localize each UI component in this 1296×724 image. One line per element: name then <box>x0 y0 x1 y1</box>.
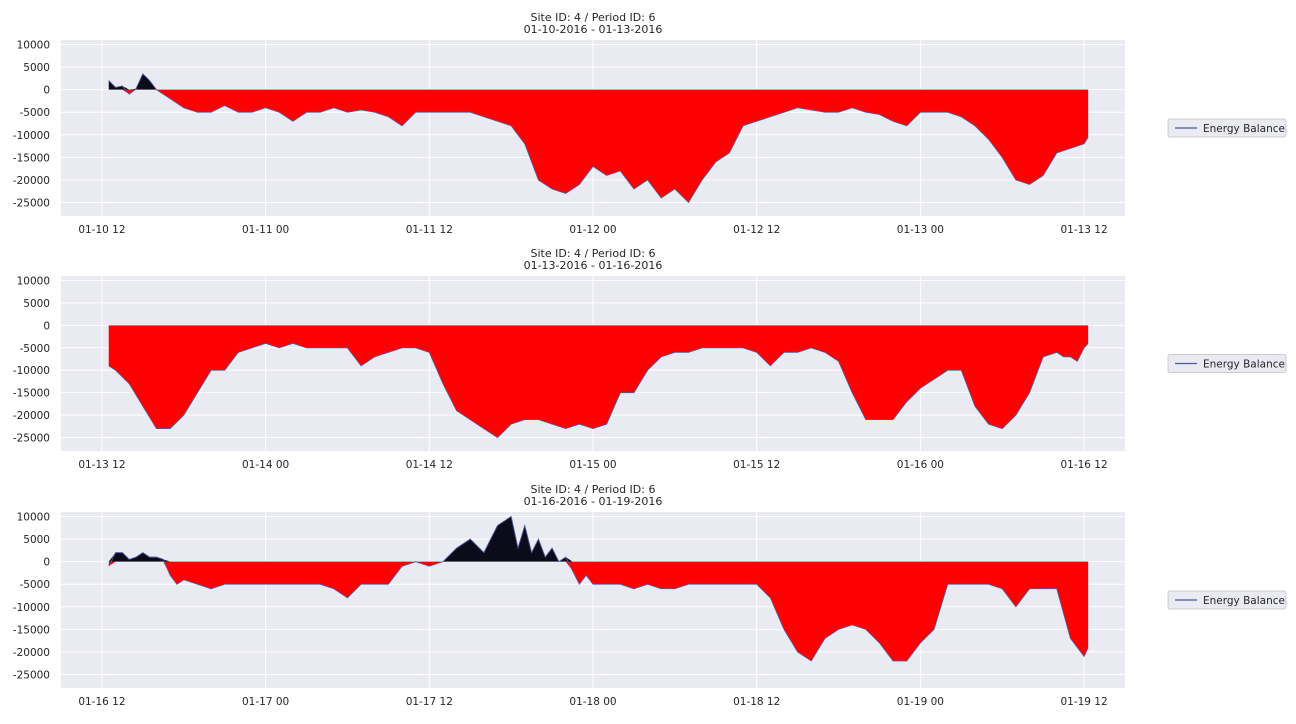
x-tick-label: 01-15 12 <box>733 459 780 471</box>
negative-balance-area <box>108 561 1089 661</box>
y-tick-label: 0 <box>43 320 50 332</box>
y-tick-label: 10000 <box>17 40 50 52</box>
x-tick-label: 01-15 00 <box>569 459 616 471</box>
energy-balance-line <box>108 73 1089 204</box>
legend-box <box>1167 590 1287 610</box>
y-tick-label: -25000 <box>13 669 50 681</box>
x-tick-label: 01-13 12 <box>78 459 125 471</box>
chart-panel-2: 10000 5000 0 -5000 -10000 -15000 -20000 -25000 0… <box>13 247 1287 471</box>
x-tick-label: 01-14 00 <box>242 459 289 471</box>
legend-box <box>1167 354 1287 373</box>
x-tick-label: 01-13 12 <box>1060 224 1107 236</box>
y-tick-label: -15000 <box>13 624 50 636</box>
x-tick-label: 01-16 12 <box>1060 459 1107 471</box>
x-tick-label: 01-18 12 <box>733 696 780 708</box>
x-tick-label: 01-17 12 <box>406 696 453 708</box>
chart-title-line1: Site ID: 4 / Period ID: 6 <box>531 11 656 24</box>
x-tick-label: 01-17 00 <box>242 696 289 708</box>
y-tick-label: 5000 <box>23 534 50 546</box>
y-tick-label: -10000 <box>13 365 50 377</box>
x-tick-label: 01-16 00 <box>897 459 944 471</box>
legend-label: Energy Balance <box>1203 359 1285 371</box>
y-tick-label: -5000 <box>19 343 50 355</box>
chart-title-line1: Site ID: 4 / Period ID: 6 <box>531 483 656 496</box>
x-tick-label: 01-19 12 <box>1060 696 1107 708</box>
y-tick-label: 0 <box>43 85 50 97</box>
x-tick-label: 01-11 00 <box>242 224 289 236</box>
y-tick-label: -25000 <box>13 433 50 445</box>
legend-label: Energy Balance <box>1203 123 1285 135</box>
chart-panel-1: 10000 5000 0 -5000 -10000 -15000 -20000 -25000 0… <box>13 11 1287 236</box>
y-tick-label: -10000 <box>13 602 50 614</box>
y-tick-label: 5000 <box>23 62 50 74</box>
chart-title-line2: 01-13-2016 - 01-16-2016 <box>524 259 663 272</box>
y-tick-label: -15000 <box>13 152 50 164</box>
x-tick-label: 01-14 12 <box>406 459 453 471</box>
y-tick-label: 10000 <box>17 275 50 287</box>
x-tick-label: 01-18 00 <box>569 696 616 708</box>
y-tick-label: 0 <box>43 557 50 569</box>
y-tick-label: 10000 <box>17 512 50 524</box>
chart-panel-3: 10000 5000 0 -5000 -10000 -15000 -20000 -25000 0… <box>13 483 1287 708</box>
x-tick-label: 01-13 00 <box>897 224 944 236</box>
energy-balance-line <box>108 342 1089 439</box>
y-tick-label: 5000 <box>23 298 50 310</box>
x-tick-label: 01-12 12 <box>733 224 780 236</box>
y-tick-label: -10000 <box>13 130 50 142</box>
y-tick-label: -15000 <box>13 388 50 400</box>
legend-label: Energy Balance <box>1203 595 1285 607</box>
negative-balance-area <box>108 325 1089 438</box>
chart-title-line1: Site ID: 4 / Period ID: 6 <box>531 247 656 260</box>
x-tick-label: 01-10 12 <box>78 224 125 236</box>
y-tick-label: -5000 <box>19 107 50 119</box>
chart-title-line2: 01-10-2016 - 01-13-2016 <box>524 23 663 36</box>
x-tick-label: 01-19 00 <box>897 696 944 708</box>
y-tick-label: -5000 <box>19 579 50 591</box>
legend-box <box>1167 118 1287 138</box>
y-tick-label: -20000 <box>13 410 50 422</box>
x-tick-label: 01-16 12 <box>78 696 125 708</box>
y-tick-label: -20000 <box>13 647 50 659</box>
y-tick-label: -20000 <box>13 175 50 187</box>
x-tick-label: 01-12 00 <box>569 224 616 236</box>
x-tick-label: 01-11 12 <box>406 224 453 236</box>
chart-title-line2: 01-16-2016 - 01-19-2016 <box>524 495 663 508</box>
energy-balance-line <box>108 515 1089 662</box>
y-tick-label: -25000 <box>13 197 50 209</box>
negative-balance-area <box>108 89 1089 203</box>
